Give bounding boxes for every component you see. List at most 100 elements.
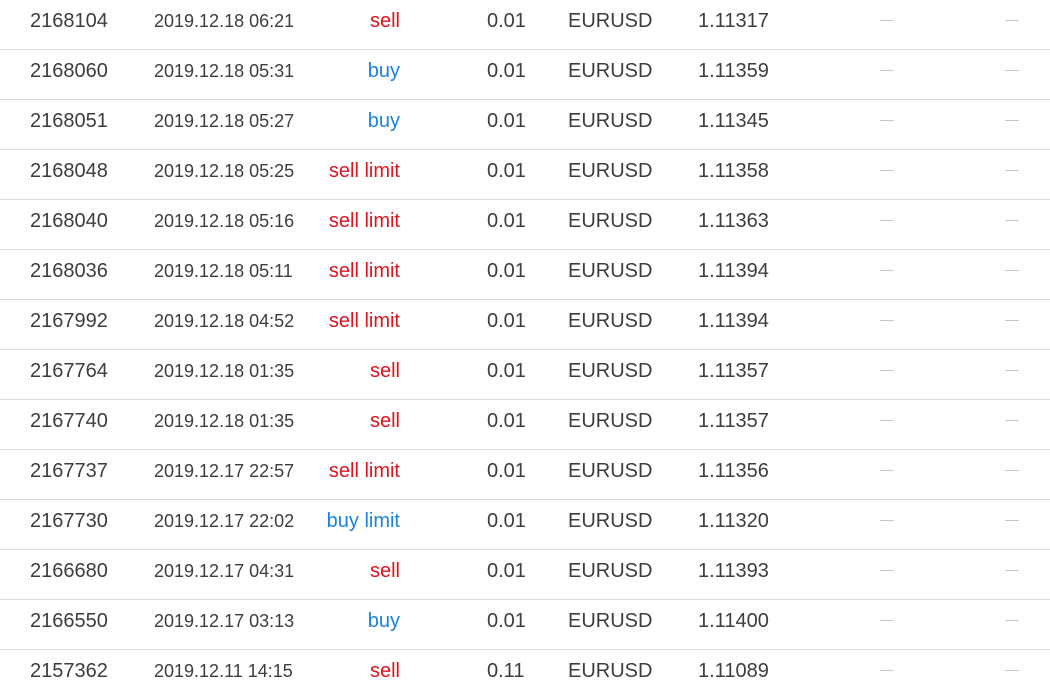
type-cell: buy limit [326,510,400,532]
type-cell: sell [369,360,400,382]
empty-dash-icon [1005,620,1019,621]
take-profit-cell [1005,300,1027,349]
take-profit-cell [1005,500,1027,549]
stop-loss-cell [880,250,902,299]
table-row[interactable]: 2168036 2019.12.18 05:11 sell limit 0.01 EUR… [0,250,1050,300]
ticket-cell: 2167740 [30,410,108,432]
volume-cell: 0.01 [487,460,526,482]
type-cell: sell limit [328,310,400,332]
price-cell: 1.11357 [698,410,769,432]
take-profit-cell [1005,250,1027,299]
empty-dash-icon [880,120,894,121]
empty-dash-icon [1005,20,1019,21]
ticket-cell: 2167737 [30,460,108,482]
stop-loss-cell [880,50,902,99]
empty-dash-icon [880,520,894,521]
volume-cell: 0.01 [487,410,526,432]
ticket-cell: 2168051 [30,110,108,132]
table-row[interactable]: 2167737 2019.12.17 22:57 sell limit 0.01 EUR… [0,450,1050,500]
stop-loss-cell [880,550,902,599]
time-cell: 2019.12.11 14:15 [154,661,293,681]
take-profit-cell [1005,400,1027,449]
volume-cell: 0.01 [487,110,526,132]
time-cell: 2019.12.17 22:57 [154,461,295,481]
empty-dash-icon [880,270,894,271]
empty-dash-icon [1005,470,1019,471]
time-cell: 2019.12.18 05:16 [154,211,295,231]
ticket-cell: 2166680 [30,560,108,582]
type-cell: sell [369,410,400,432]
empty-dash-icon [880,20,894,21]
type-cell: sell [369,560,400,582]
stop-loss-cell [880,650,902,699]
empty-dash-icon [1005,320,1019,321]
table-row[interactable]: 2166680 2019.12.17 04:31 sell 0.01 EURUSD 1.1… [0,550,1050,600]
time-cell: 2019.12.17 04:31 [154,561,295,581]
type-cell: sell [369,660,400,682]
table-row[interactable]: 2167764 2019.12.18 01:35 sell 0.01 EURUSD 1.1… [0,350,1050,400]
time-cell: 2019.12.18 05:31 [154,61,295,81]
empty-dash-icon [1005,70,1019,71]
empty-dash-icon [1005,370,1019,371]
table-row[interactable]: 2168051 2019.12.18 05:27 buy 0.01 EURUSD 1.11… [0,100,1050,150]
empty-dash-icon [1005,270,1019,271]
symbol-cell: EURUSD [568,160,653,182]
time-cell: 2019.12.18 05:27 [154,111,295,131]
time-cell: 2019.12.17 22:02 [154,511,295,531]
table-row[interactable]: 2168060 2019.12.18 05:31 buy 0.01 EURUSD 1.11… [0,50,1050,100]
empty-dash-icon [1005,120,1019,121]
volume-cell: 0.01 [487,260,526,282]
price-cell: 1.11359 [698,60,769,82]
stop-loss-cell [880,100,902,149]
volume-cell: 0.11 [487,660,525,682]
table-row[interactable]: 2168048 2019.12.18 05:25 sell limit 0.01 EUR… [0,150,1050,200]
price-cell: 1.11358 [698,160,769,182]
ticket-cell: 2168048 [30,160,108,182]
empty-dash-icon [1005,220,1019,221]
ticket-cell: 2168040 [30,210,108,232]
table-row[interactable]: 2167740 2019.12.18 01:35 sell 0.01 EURUSD 1.1… [0,400,1050,450]
ticket-cell: 2168036 [30,260,108,282]
type-cell: buy [367,610,400,632]
take-profit-cell [1005,450,1027,499]
symbol-cell: EURUSD [568,460,653,482]
volume-cell: 0.01 [487,510,526,532]
empty-dash-icon [880,620,894,621]
take-profit-cell [1005,50,1027,99]
type-cell: buy [367,60,400,82]
type-cell: sell [369,10,400,32]
price-cell: 1.11356 [698,460,769,482]
take-profit-cell [1005,350,1027,399]
stop-loss-cell [880,350,902,399]
stop-loss-cell [880,150,902,199]
table-row[interactable]: 2168104 2019.12.18 06:21 sell 0.01 EURUSD 1.1… [0,0,1050,50]
price-cell: 1.11363 [698,210,769,232]
stop-loss-cell [880,0,902,49]
ticket-cell: 2167764 [30,360,108,382]
type-cell: sell limit [328,210,400,232]
time-cell: 2019.12.17 03:13 [154,611,295,631]
volume-cell: 0.01 [487,610,526,632]
time-cell: 2019.12.18 05:25 [154,161,295,181]
empty-dash-icon [880,70,894,71]
empty-dash-icon [1005,420,1019,421]
empty-dash-icon [880,370,894,371]
time-cell: 2019.12.18 05:11 [154,261,293,281]
table-row[interactable]: 2166550 2019.12.17 03:13 buy 0.01 EURUSD 1.11… [0,600,1050,650]
volume-cell: 0.01 [487,160,526,182]
stop-loss-cell [880,400,902,449]
take-profit-cell [1005,550,1027,599]
price-cell: 1.11317 [698,10,769,32]
table-row[interactable]: 2167730 2019.12.17 22:02 buy limit 0.01 EURU… [0,500,1050,550]
time-cell: 2019.12.18 06:21 [154,11,295,31]
price-cell: 1.11400 [698,610,769,632]
ticket-cell: 2167992 [30,310,108,332]
price-cell: 1.11394 [698,260,769,282]
volume-cell: 0.01 [487,60,526,82]
table-row[interactable]: 2157362 2019.12.11 14:15 sell 0.11 EURUSD 1.1… [0,650,1050,700]
ticket-cell: 2168104 [30,10,108,32]
table-row[interactable]: 2168040 2019.12.18 05:16 sell limit 0.01 EUR… [0,200,1050,250]
table-row[interactable]: 2167992 2019.12.18 04:52 sell limit 0.01 EUR… [0,300,1050,350]
empty-dash-icon [1005,170,1019,171]
price-cell: 1.11357 [698,360,769,382]
